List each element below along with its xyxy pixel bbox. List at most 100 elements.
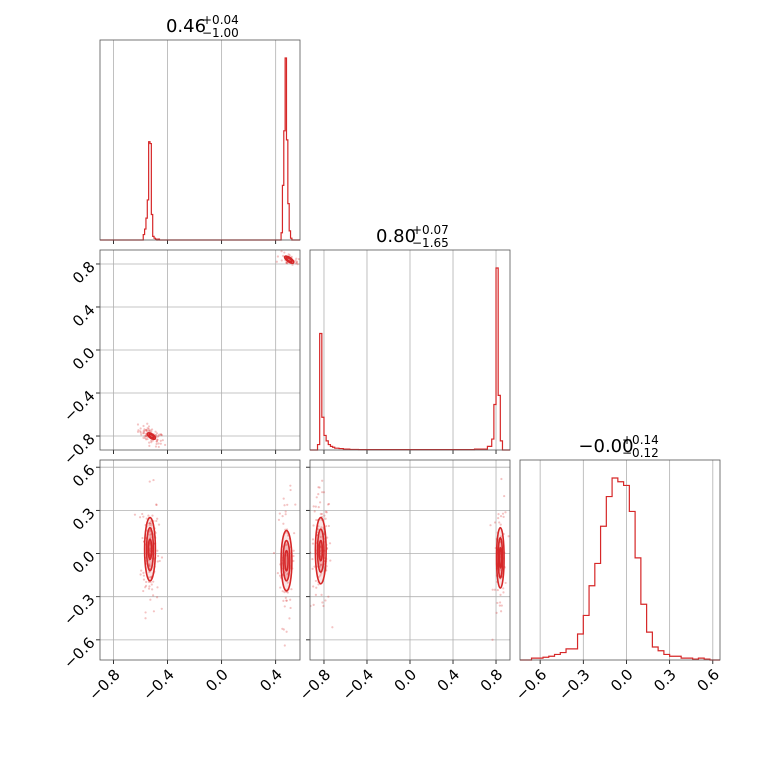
- scatter-point-2-0-115: [317, 486, 320, 489]
- scatter-point-1-1-33: [278, 512, 281, 515]
- scatter-point-1-0-12: [138, 516, 142, 519]
- scatter-point-1-0-76: [156, 586, 159, 589]
- scatter-point-0-0-59: [150, 441, 153, 444]
- x-tick-label-2-2: 0.0: [607, 666, 637, 696]
- contour-1-0-1: [145, 526, 155, 572]
- scatter-point-1-1-12: [289, 598, 292, 601]
- scatter-point-1-0-113: [160, 556, 164, 559]
- histogram-title-upper-1: +0.07: [412, 223, 449, 237]
- scatter-point-2-0-75: [320, 593, 323, 596]
- scatter-point-0-1-5: [295, 261, 299, 264]
- scatter-point-0-0-25: [147, 425, 151, 428]
- y-tick-label-1-0: −0.8: [60, 430, 98, 468]
- scatter-point-1-0-117: [148, 522, 151, 525]
- scatter-point-2-0-8: [321, 479, 324, 482]
- panel-frame-h0: [99, 39, 301, 241]
- y-tick-label-2-2: 0.0: [69, 547, 99, 577]
- scatter-point-0-1-17: [285, 261, 289, 264]
- scatter-point-2-1-51: [496, 601, 499, 605]
- scatter-point-1-0-22: [149, 598, 152, 601]
- scatter-point-0-0-53: [136, 423, 140, 426]
- scatter-point-2-1-9: [499, 535, 503, 538]
- scatter-point-1-1-56: [292, 559, 295, 563]
- scatter-point-1-1-32: [281, 669, 283, 671]
- scatter-point-2-1-52: [504, 581, 507, 585]
- scatter-point-1-0-87: [148, 565, 151, 568]
- scatter-point-2-0-99: [317, 493, 320, 496]
- scatter-point-2-1-17: [501, 512, 505, 515]
- scatter-point-2-0-4: [320, 512, 324, 516]
- scatter-point-1-1-11: [290, 588, 293, 591]
- scatter-point-0-1-28: [286, 262, 289, 265]
- contour-1-1-1: [282, 539, 291, 582]
- scatter-point-0-0-71: [157, 442, 160, 445]
- scatter-point-1-0-67: [152, 610, 156, 613]
- scatter-point-0-0-79: [164, 443, 167, 447]
- x-tick-label-0-2: 0.0: [202, 666, 232, 696]
- scatter-panel-0: [96, 249, 301, 454]
- scatter-point-0-1-22: [296, 263, 299, 266]
- scatter-point-2-0-97: [320, 526, 323, 529]
- scatter-point-0-0-17: [145, 430, 149, 433]
- scatter-point-2-0-63: [314, 579, 317, 583]
- histogram-title-upper-2: +0.14: [622, 433, 659, 447]
- scatter-point-1-0-84: [152, 478, 155, 482]
- scatter-point-0-0-72: [146, 422, 149, 425]
- scatter-point-1-0-53: [144, 586, 147, 589]
- scatter-point-2-0-84: [327, 502, 331, 506]
- scatter-point-0-0-68: [161, 439, 164, 442]
- scatter-point-1-1-24: [283, 504, 286, 507]
- scatter-point-1-1-69: [289, 606, 292, 610]
- scatter-point-2-1-31: [507, 535, 510, 538]
- scatter-point-2-1-15: [496, 588, 499, 592]
- scatter-point-0-0-42: [139, 430, 142, 433]
- contour-1-0-2: [147, 538, 153, 561]
- scatter-point-0-0-56: [155, 440, 158, 443]
- scatter-point-0-1-19: [290, 255, 293, 259]
- scatter-point-0-0-66: [144, 437, 147, 440]
- scatter-point-1-0-85: [150, 524, 153, 527]
- scatter-point-0-1-25: [291, 263, 294, 266]
- scatter-point-1-1-10: [279, 586, 282, 589]
- scatter-point-2-1-35: [493, 588, 496, 591]
- scatter-point-0-0-74: [155, 442, 158, 446]
- histogram-title-0: 0.46: [166, 16, 206, 37]
- scatter-point-1-1-64: [284, 596, 287, 599]
- scatter-point-1-0-24: [152, 580, 155, 583]
- scatter-point-2-0-28: [317, 505, 320, 509]
- scatter-point-0-0-77: [149, 429, 152, 432]
- scatter-point-2-0-71: [313, 565, 316, 568]
- contour-2-0-2: [318, 539, 324, 562]
- y-tick-label-2-3: 0.3: [69, 504, 99, 534]
- scatter-point-2-0-36: [325, 525, 328, 528]
- x-tick-label-1-4: 0.8: [477, 666, 507, 696]
- scatter-point-1-1-5: [286, 581, 289, 584]
- scatter-point-1-0-26: [147, 514, 150, 517]
- contour-0-0-1: [148, 433, 155, 439]
- scatter-point-2-1-49: [493, 521, 497, 524]
- scatter-content-0: [136, 250, 300, 449]
- scatter-point-1-0-75: [158, 559, 161, 563]
- scatter-point-0-0-20: [157, 445, 160, 449]
- x-tick-label-1-3: 0.4: [434, 666, 464, 696]
- scatter-point-2-0-6: [321, 601, 324, 604]
- scatter-point-2-1-41: [495, 611, 498, 614]
- y-tick-label-2-1: −0.3: [60, 591, 98, 629]
- scatter-point-2-1-55: [499, 593, 502, 596]
- scatter-point-2-0-22: [321, 491, 324, 494]
- scatter-point-2-0-19: [312, 603, 315, 607]
- scatter-point-0-0-61: [155, 432, 159, 435]
- scatter-point-0-0-63: [156, 438, 159, 442]
- y-tick-label-1-4: 0.8: [69, 258, 99, 288]
- scatter-point-2-1-20: [502, 591, 505, 594]
- histogram-title-1: 0.80: [376, 226, 416, 247]
- scatter-point-1-0-18: [150, 583, 153, 586]
- scatter-point-2-0-100: [314, 593, 318, 596]
- scatter-point-1-0-37: [144, 584, 148, 587]
- histogram-line-2: [520, 477, 720, 661]
- scatter-point-1-0-3: [157, 554, 160, 558]
- scatter-point-1-0-90: [148, 480, 151, 483]
- scatter-point-0-0-76: [142, 432, 146, 435]
- scatter-point-2-0-32: [312, 585, 315, 588]
